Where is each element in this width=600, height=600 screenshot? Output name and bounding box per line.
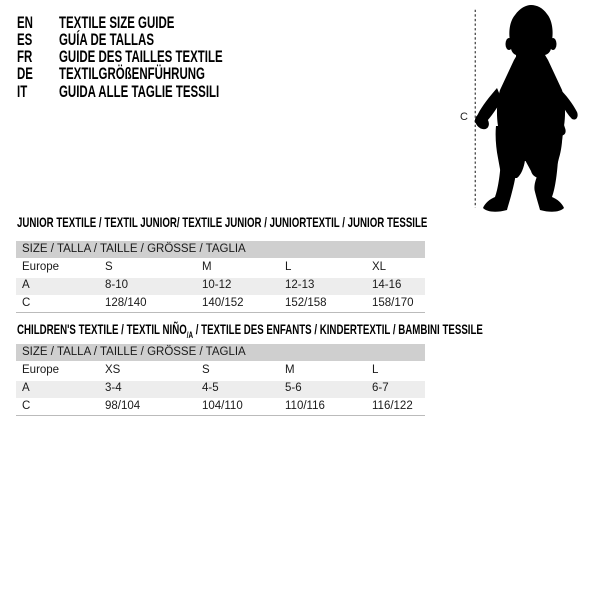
svg-text:C: C: [460, 111, 468, 123]
